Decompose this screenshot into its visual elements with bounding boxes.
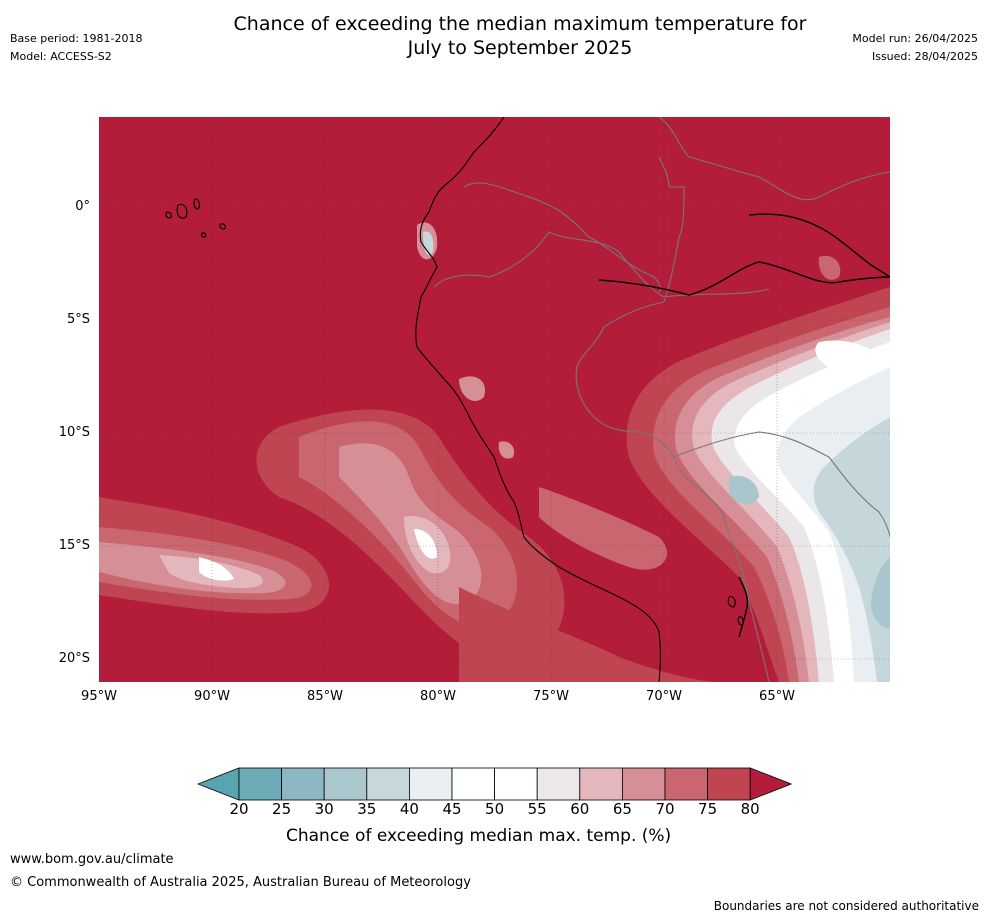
colorbar-label: 40 — [399, 800, 419, 818]
colorbar-label: 50 — [485, 800, 505, 818]
map-title-line2: July to September 2025 — [407, 37, 633, 59]
issued-date: Issued: 28/04/2025 — [871, 50, 978, 63]
colorbar-label: 35 — [357, 800, 377, 818]
colorbar-label: 20 — [229, 800, 249, 818]
lat-tick-5s: 5°S — [66, 312, 90, 327]
contour-65-coastal-mid — [498, 441, 515, 459]
base-period: Base period: 1981-2018 — [10, 32, 143, 45]
colorbar-cell — [366, 767, 410, 801]
source-url[interactable]: www.bom.gov.au/climate — [10, 852, 174, 867]
colorbar-label: 60 — [570, 800, 590, 818]
lon-tick-80w: 80°W — [420, 689, 456, 704]
lon-tick-90w: 90°W — [194, 689, 230, 704]
colorbar-arrow-low — [197, 767, 240, 801]
contour-65-coastal-north — [459, 376, 485, 401]
colorbar — [197, 767, 793, 801]
colorbar-cell — [579, 767, 623, 801]
colorbar-arrow-high — [749, 767, 793, 801]
colorbar-cell — [707, 767, 751, 801]
copyright: © Commonwealth of Australia 2025, Austra… — [10, 875, 471, 890]
gridlines — [99, 117, 890, 682]
coastlines — [165, 117, 744, 682]
colorbar-label: 70 — [655, 800, 675, 818]
colorbar-title: Chance of exceeding median max. temp. (%… — [286, 826, 672, 846]
colorbar-cell — [621, 767, 666, 801]
contour-55-pacific-west — [199, 557, 234, 581]
colorbar-cell — [281, 767, 325, 801]
colorbar-label: 25 — [272, 800, 292, 818]
colorbar-cell — [536, 767, 581, 801]
contour-75-south-arc — [459, 587, 719, 682]
contour-65-coastal-south — [539, 487, 668, 570]
map-title: Chance of exceeding the median maximum t… — [0, 12, 988, 60]
contour-55-pacific-central — [414, 529, 437, 559]
contour-50-north-blob — [815, 340, 879, 370]
lat-tick-15s: 15°S — [58, 538, 90, 553]
colorbar-label: 65 — [612, 800, 632, 818]
colorbar-cell — [664, 767, 708, 801]
colorbar-cell — [238, 767, 282, 801]
forecast-map — [99, 117, 890, 682]
lon-tick-85w: 85°W — [307, 689, 343, 704]
contour-35-east-inner — [729, 475, 759, 505]
lat-tick-20s: 20°S — [58, 651, 90, 666]
lat-tick-0: 0° — [75, 199, 90, 214]
lon-tick-70w: 70°W — [646, 689, 682, 704]
contour-35-east — [813, 417, 890, 682]
colorbar-cell — [408, 767, 453, 801]
lon-tick-75w: 75°W — [533, 689, 569, 704]
lon-tick-65w: 65°W — [759, 689, 795, 704]
colorbar-label: 75 — [698, 800, 718, 818]
colorbar-label: 80 — [740, 800, 760, 818]
colorbar-label: 55 — [527, 800, 547, 818]
rivers — [598, 213, 890, 638]
colorbar-label: 45 — [442, 800, 462, 818]
contour-30-east — [871, 557, 890, 629]
model-run: Model run: 26/04/2025 — [852, 32, 978, 45]
colorbar-cell — [323, 767, 368, 801]
model-name: Model: ACCESS-S2 — [10, 50, 112, 63]
boundaries-note: Boundaries are not considered authoritat… — [713, 899, 979, 913]
lat-tick-10s: 10°S — [58, 425, 90, 440]
lon-tick-95w: 95°W — [81, 689, 117, 704]
colorbar-label: 30 — [314, 800, 334, 818]
colorbar-cell — [451, 767, 495, 801]
contour-70-northeast — [818, 255, 841, 280]
colorbar-cell — [494, 767, 538, 801]
country-borders — [433, 117, 890, 682]
map-title-line1: Chance of exceeding the median maximum t… — [233, 13, 807, 35]
